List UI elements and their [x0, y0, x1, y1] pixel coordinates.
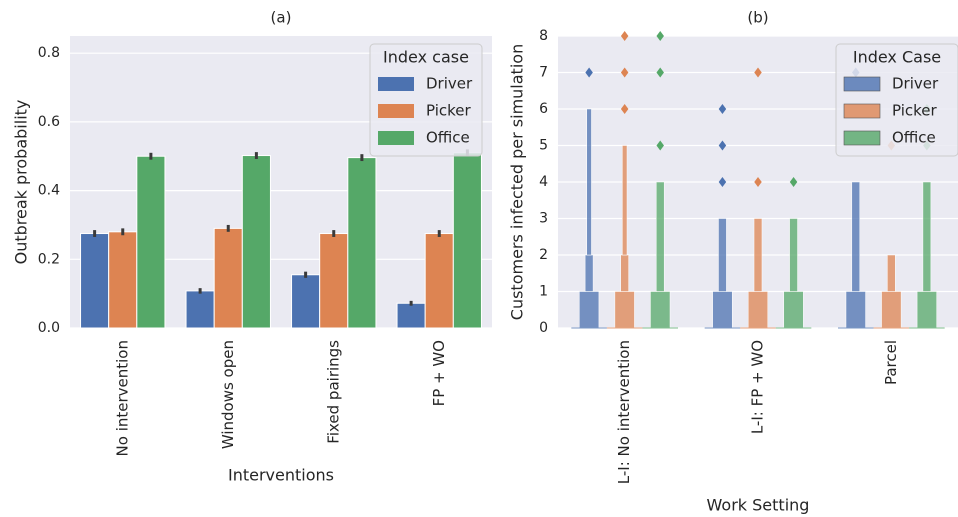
boxen-box [584, 254, 594, 292]
legend-swatch [378, 131, 414, 145]
outlier [718, 104, 727, 114]
bar [396, 302, 426, 329]
boxen-box [656, 181, 665, 292]
y-axis-label: Outbreak probability [12, 100, 31, 265]
outlier [789, 177, 798, 187]
outlier [656, 31, 664, 41]
legend-title: Index Case [853, 48, 941, 67]
legend-swatch [378, 104, 414, 118]
y-tick-label: 0.6 [38, 114, 60, 130]
bar [452, 152, 482, 329]
boxen-box [712, 291, 733, 329]
bar [213, 227, 243, 329]
boxen-box [622, 145, 628, 256]
x-tick-label: FP + WO [430, 340, 448, 406]
boxen-box [586, 108, 592, 256]
boxen-box [851, 181, 860, 292]
boxen-box [620, 254, 629, 292]
boxen-box [718, 218, 727, 292]
bar [241, 155, 271, 329]
boxen-box [916, 291, 937, 329]
bar [185, 290, 215, 329]
bar [291, 274, 321, 329]
legend-box [369, 43, 483, 157]
y-tick-label: 4 [539, 174, 548, 190]
boxen-box [887, 254, 896, 292]
x-tick-label: Windows open [219, 340, 237, 449]
bar [424, 233, 454, 329]
x-axis-label: Interventions [228, 466, 334, 485]
x-tick-label: L-I: FP + WO [749, 340, 767, 434]
boxen-box [881, 291, 902, 329]
y-tick-label: 0.2 [38, 251, 60, 267]
boxen-box [650, 291, 671, 329]
boxen-box [922, 181, 932, 292]
y-tick-label: 1 [539, 284, 548, 300]
boxen-box [747, 291, 769, 329]
outlier [754, 67, 762, 78]
outlier [754, 177, 762, 187]
y-tick-label: 6 [539, 101, 548, 117]
legend-swatch [843, 130, 881, 146]
boxen-box [579, 291, 600, 329]
y-tick-label: 0.0 [38, 320, 60, 336]
x-tick-label: Fixed pairings [324, 340, 342, 444]
outlier [656, 67, 664, 78]
outlier [585, 67, 593, 78]
outlier [656, 140, 664, 151]
legend-swatch [843, 103, 881, 119]
outlier [718, 177, 727, 187]
legend-swatch [378, 77, 414, 91]
legend-title: Index case [383, 48, 469, 67]
bar [80, 233, 110, 329]
legend-label: Driver [426, 75, 473, 93]
bar [347, 157, 377, 329]
x-tick-label: No intervention [113, 340, 131, 456]
chart-title: (a) [271, 9, 292, 27]
legend-label: Picker [426, 102, 472, 120]
legend-label: Picker [892, 102, 938, 120]
boxen-box [845, 291, 866, 329]
y-tick-label: 2 [539, 247, 548, 263]
x-tick-label: Parcel [882, 340, 900, 385]
x-axis-label: Work Setting [707, 496, 810, 515]
legend-swatch [843, 76, 881, 92]
legend-box [835, 43, 958, 157]
legend-label: Driver [892, 75, 939, 93]
bar [136, 155, 166, 329]
outlier [620, 31, 629, 41]
y-tick-label: 5 [539, 138, 548, 154]
bar [319, 233, 349, 329]
y-tick-label: 8 [539, 28, 548, 44]
outlier [620, 67, 629, 78]
chart-title: (b) [747, 9, 768, 27]
y-tick-label: 0.8 [38, 45, 60, 61]
outlier [718, 140, 727, 151]
legend-label: Office [426, 129, 470, 147]
boxen-box [783, 291, 804, 329]
y-tick-label: 0.4 [38, 183, 60, 199]
boxen-box [753, 218, 763, 292]
boxen-box [614, 291, 635, 329]
outlier [620, 104, 629, 114]
bar [108, 231, 138, 329]
y-tick-label: 7 [539, 65, 548, 81]
legend-label: Office [892, 129, 936, 147]
boxen-box [789, 218, 798, 292]
y-tick-label: 3 [539, 211, 548, 227]
x-tick-label: L-I: No intervention [615, 340, 633, 484]
y-tick-label: 0 [539, 320, 548, 336]
y-axis-label: Customers infected per simulation [508, 44, 527, 320]
